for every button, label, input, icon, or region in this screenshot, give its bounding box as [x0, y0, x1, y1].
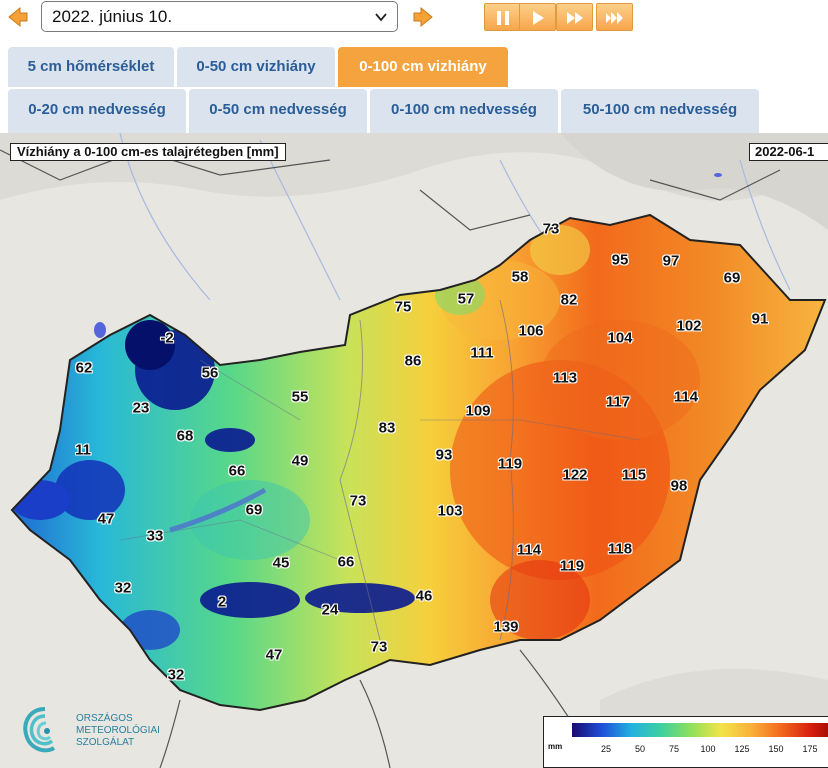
- play-icon: [533, 11, 544, 25]
- map-value: 115: [621, 466, 647, 484]
- map-value: 47: [97, 510, 115, 528]
- map-value: 66: [228, 462, 246, 480]
- water-deficit-map: [0, 133, 828, 768]
- tab-0-100cm-water-deficit[interactable]: 0-100 cm vizhiány: [338, 47, 508, 87]
- legend-tick: 150: [768, 744, 784, 754]
- map-value: 58: [511, 268, 529, 286]
- logo-line3: SZOLGÁLAT: [76, 737, 135, 748]
- map-value: 103: [437, 502, 463, 520]
- date-select[interactable]: 2022. június 10.: [41, 1, 398, 32]
- map-value: 106: [518, 322, 544, 340]
- tab-0-20cm-moisture[interactable]: 0-20 cm nedvesség: [8, 89, 186, 133]
- map-value: 56: [201, 364, 219, 382]
- map-value: 32: [114, 579, 132, 597]
- fast-forward-icon: [567, 12, 583, 24]
- map-value: 113: [552, 369, 578, 387]
- map-value: 102: [676, 317, 702, 335]
- map-value: 93: [435, 446, 453, 464]
- map-value: 118: [607, 540, 633, 558]
- fast-forward-button[interactable]: [556, 3, 593, 31]
- logo-text: ORSZÁGOS METEOROLÓGIAI SZOLGÁLAT: [76, 713, 160, 749]
- map-value: 73: [370, 638, 388, 656]
- map-value: 83: [378, 419, 396, 437]
- pause-button[interactable]: [484, 3, 521, 31]
- tab-0-100cm-moisture[interactable]: 0-100 cm nedvesség: [370, 89, 558, 133]
- map-value: 62: [75, 359, 93, 377]
- map-value: 86: [404, 352, 422, 370]
- date-select-value: 2022. június 10.: [52, 7, 173, 26]
- map-value: 114: [673, 388, 699, 406]
- map-value: 46: [415, 587, 433, 605]
- legend-gradient: [572, 723, 828, 737]
- map-value: 122: [562, 466, 588, 484]
- legend-tick: 175: [802, 744, 818, 754]
- tab-0-50cm-moisture[interactable]: 0-50 cm nedvesség: [189, 89, 367, 133]
- color-legend: mm 25 50 75 100 125 150 175: [543, 716, 828, 768]
- map-value: 57: [457, 290, 475, 308]
- map-value: 75: [394, 298, 412, 316]
- tab-50-100cm-moisture[interactable]: 50-100 cm nedvesség: [561, 89, 759, 133]
- map-value: 114: [516, 541, 542, 559]
- logo-line1: ORSZÁGOS: [76, 713, 133, 724]
- map-value: 32: [167, 666, 185, 684]
- arrow-right-icon[interactable]: [411, 5, 435, 29]
- legend-tick: 100: [700, 744, 716, 754]
- map-value: 45: [272, 554, 290, 572]
- map-value: 97: [662, 252, 680, 270]
- legend-unit: mm: [548, 742, 563, 751]
- map-value: 24: [321, 601, 339, 619]
- omsz-swirl-logo: [23, 707, 56, 753]
- tab-0-50cm-water-deficit[interactable]: 0-50 cm vizhiány: [177, 47, 335, 87]
- map-value: 119: [559, 557, 585, 575]
- legend-color-bar: [572, 723, 828, 737]
- map-value: 2: [217, 593, 227, 611]
- map-value: 73: [542, 220, 560, 238]
- omsz-logo: ORSZÁGOS METEOROLÓGIAI SZOLGÁLAT: [20, 704, 210, 762]
- map-value: 117: [605, 393, 631, 411]
- map-value: -2: [160, 329, 174, 347]
- pause-icon: [497, 11, 509, 25]
- map-value: 33: [146, 527, 164, 545]
- legend-tick: 75: [668, 744, 680, 754]
- map-value: 119: [497, 455, 523, 473]
- map-value: 98: [670, 477, 688, 495]
- map-canvas: [0, 133, 828, 768]
- map-value: 139: [493, 618, 519, 636]
- legend-tick: 125: [734, 744, 750, 754]
- map-value: 47: [265, 646, 283, 664]
- map-value: 73: [349, 492, 367, 510]
- arrow-left-icon[interactable]: [6, 5, 30, 29]
- map-title: Vízhiány a 0-100 cm-es talajrétegben [mm…: [10, 143, 286, 161]
- map-value: 69: [245, 501, 263, 519]
- logo-line2: METEOROLÓGIAI: [76, 725, 160, 736]
- map-value: 91: [751, 310, 769, 328]
- tab-5cm-temperature[interactable]: 5 cm hőmérséklet: [8, 47, 174, 87]
- triple-forward-icon: [606, 12, 623, 24]
- toolbar: 2022. június 10.: [0, 0, 828, 40]
- map-value: 55: [291, 388, 309, 406]
- legend-tick: 25: [600, 744, 612, 754]
- play-button[interactable]: [519, 3, 556, 31]
- map-value: 23: [132, 399, 150, 417]
- map-value: 111: [470, 344, 494, 362]
- map-value: 69: [723, 269, 741, 287]
- map-value: 95: [611, 251, 629, 269]
- map-value: 82: [560, 291, 578, 309]
- map-value: 66: [337, 553, 355, 571]
- legend-tick: 50: [634, 744, 646, 754]
- triple-forward-button[interactable]: [596, 3, 633, 31]
- map-value: 49: [291, 452, 309, 470]
- map-value: 11: [75, 441, 91, 459]
- map-date: 2022-06-1: [749, 143, 828, 161]
- map-value: 68: [176, 427, 194, 445]
- chevron-down-icon: [375, 13, 387, 22]
- map-value: 109: [465, 402, 491, 420]
- map-value: 104: [607, 329, 633, 347]
